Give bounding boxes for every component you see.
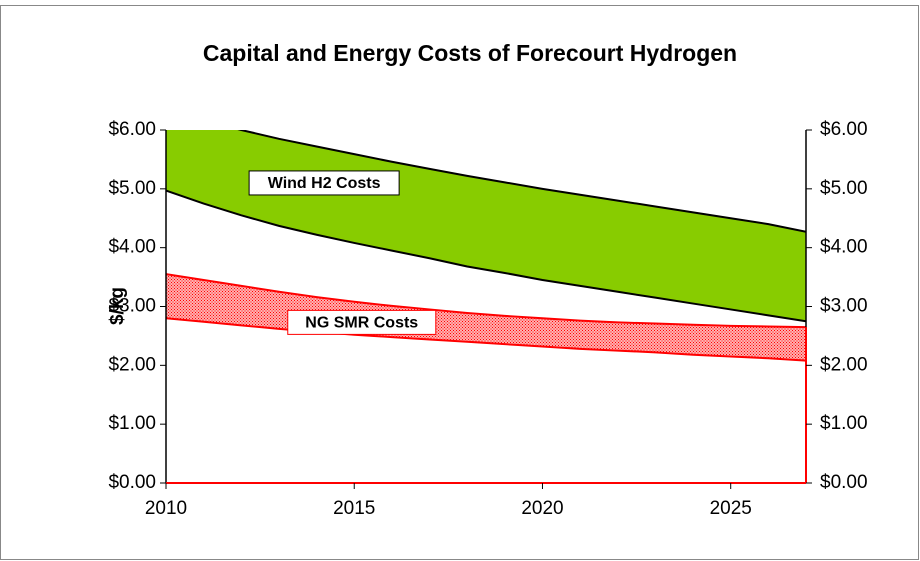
y2-tick-label: $0.00 — [820, 472, 868, 493]
y-axis-label: $/kg — [107, 287, 128, 325]
x-tick-label: 2025 — [710, 498, 752, 519]
series-label-box — [248, 170, 400, 196]
y2-tick-label: $1.00 — [820, 413, 868, 434]
y-tick-label: $5.00 — [108, 178, 156, 199]
y-tick-label: $0.00 — [108, 472, 156, 493]
y-tick-label: $1.00 — [108, 413, 156, 434]
band-edge — [166, 273, 806, 329]
series-label-box — [287, 309, 437, 335]
y2-tick-label: $5.00 — [820, 178, 868, 199]
x-tick-label: 2015 — [333, 498, 375, 519]
x-tick-label: 2020 — [521, 498, 563, 519]
y-tick-label: $3.00 — [108, 296, 156, 317]
y2-tick-label: $4.00 — [820, 237, 868, 258]
series-label: Wind H2 Costs — [268, 175, 381, 192]
y-tick-label: $2.00 — [108, 354, 156, 375]
series-label: NG SMR Costs — [305, 315, 418, 332]
band-fill — [166, 274, 806, 361]
y-tick-label: $6.00 — [108, 119, 156, 140]
y2-tick-label: $2.00 — [820, 354, 868, 375]
chart-title: Capital and Energy Costs of Forecourt Hy… — [203, 40, 737, 66]
plot-area — [166, 130, 806, 362]
y-tick-label: $4.00 — [108, 237, 156, 258]
band-edge — [166, 189, 806, 323]
band-edge — [237, 130, 806, 233]
y2-tick-label: $6.00 — [820, 119, 868, 140]
x-tick-label: 2010 — [145, 498, 187, 519]
frame — [0, 5, 919, 560]
axes: Wind H2 Costs NG SMR Costs $0.00 $1.00 $2.00… — [108, 119, 867, 519]
y2-tick-label: $3.00 — [820, 296, 868, 317]
band-edge — [166, 317, 806, 362]
